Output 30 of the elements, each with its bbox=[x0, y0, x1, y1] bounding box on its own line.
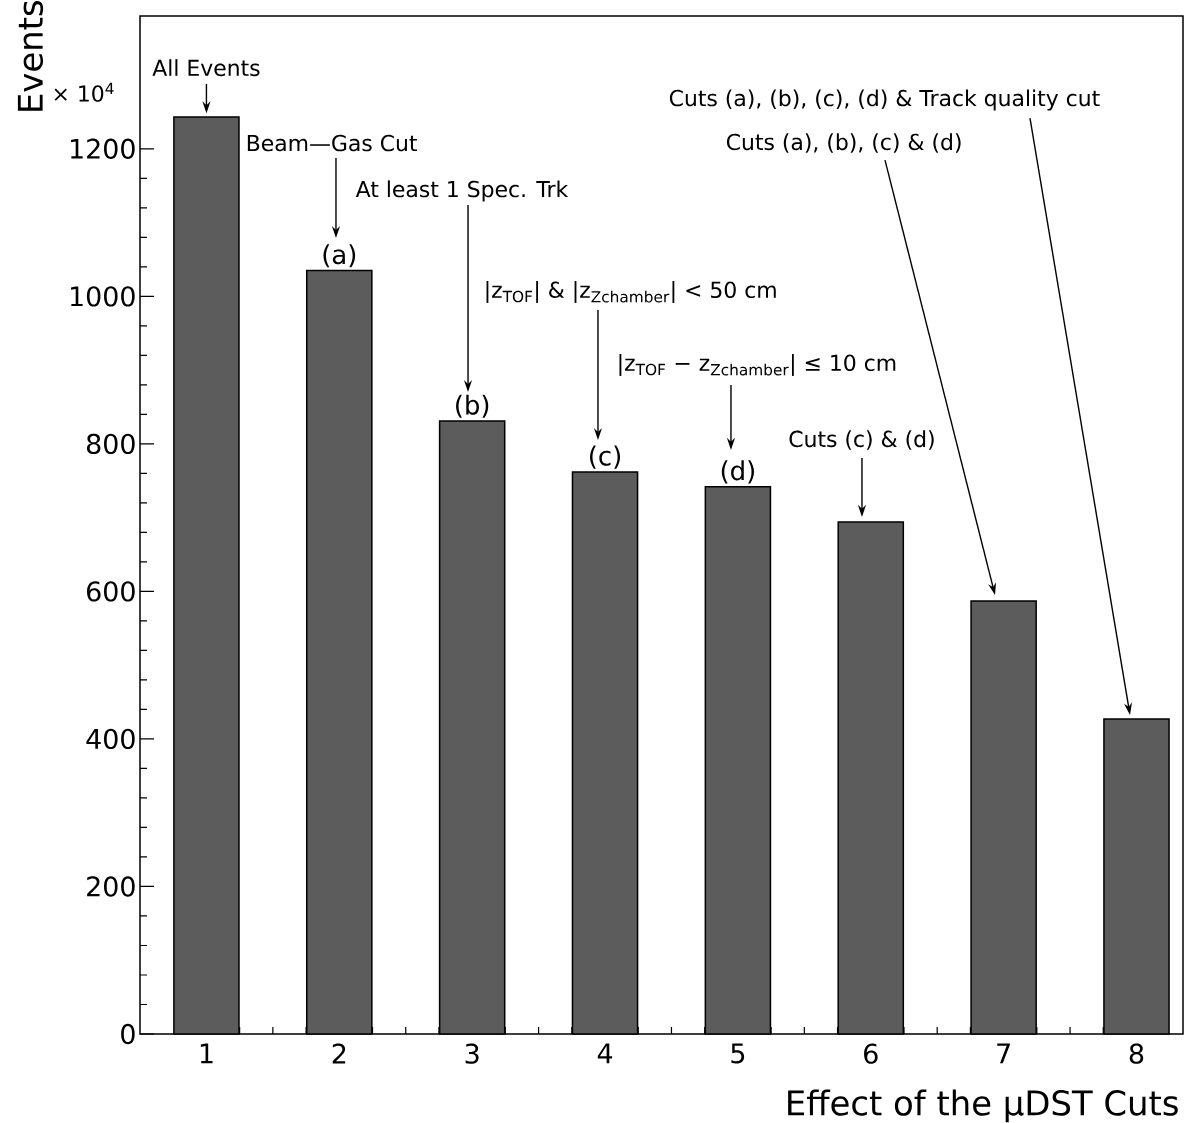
annotation: (b) bbox=[456, 394, 489, 418]
annotation: Cuts (a), (b), (c), (d) & Track quality cut bbox=[669, 89, 1100, 111]
y-tick-label: 1200 bbox=[70, 138, 135, 159]
y-tick-label: 200 bbox=[87, 876, 135, 897]
annotation: All Events bbox=[152, 59, 260, 77]
annotation: Beam—Gas Cut bbox=[247, 134, 417, 152]
y-axis-title: Events bbox=[17, 1, 44, 111]
annotation: (c) bbox=[590, 445, 621, 469]
y-tick-label: 400 bbox=[86, 728, 135, 750]
annotation: (d) bbox=[721, 460, 754, 484]
x-axis-title: Effect of the μDST Cuts bbox=[788, 1089, 1178, 1123]
x-tick-label: 5 bbox=[731, 1043, 745, 1064]
x-tick-label: 6 bbox=[864, 1043, 878, 1064]
x-tick-label: 7 bbox=[997, 1043, 1010, 1064]
x-tick-label: 1 bbox=[200, 1043, 213, 1064]
x-tick-label: 3 bbox=[465, 1043, 479, 1064]
y-tick-label: 600 bbox=[87, 581, 135, 602]
y-tick-label: 0 bbox=[121, 1023, 135, 1045]
annotation: Cuts (c) & (d) bbox=[789, 430, 934, 450]
x-tick-label: 8 bbox=[1129, 1043, 1144, 1064]
annotation: (a) bbox=[323, 244, 356, 268]
x-tick-label: 4 bbox=[597, 1043, 613, 1064]
y-tick-label: 800 bbox=[86, 433, 135, 455]
text: × 10$^{4}$ bbox=[54, 82, 114, 102]
annotation: At least 1 Spec. Trk bbox=[355, 180, 569, 202]
annotation: Cuts (a), (b), (c) & (d) bbox=[726, 133, 961, 153]
y-tick-label: 1000 bbox=[70, 286, 135, 307]
x-tick-label: 2 bbox=[332, 1043, 346, 1064]
annotation: |z$_{TOF}$ − z$_{Zchamber}$| ≤ 10 cm bbox=[619, 354, 896, 376]
annotation: |z$_{TOF}$| & |z$_{Zchamber}$| < 50 cm bbox=[486, 281, 776, 303]
